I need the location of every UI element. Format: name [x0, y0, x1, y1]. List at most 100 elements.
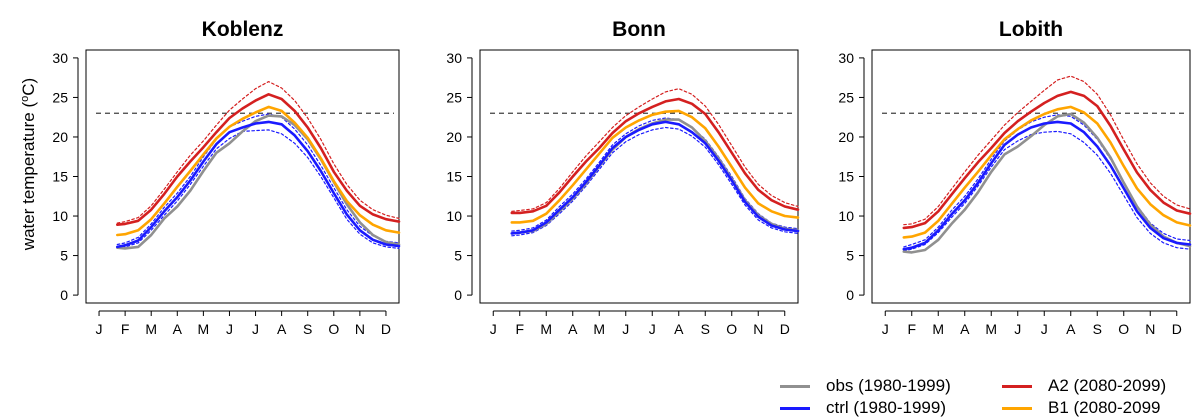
- x-tick-label-bonn: N: [753, 321, 763, 337]
- series-b1-koblenz: [116, 105, 401, 237]
- y-axis-label-prefix: water temperature (: [19, 102, 38, 252]
- x-tick-label-koblenz: F: [121, 321, 130, 337]
- y-tick-label-bonn: 10: [446, 208, 462, 224]
- y-tick-label-lobith: 15: [838, 169, 854, 185]
- y-tick-label-lobith: 25: [838, 89, 854, 105]
- y-tick-label-bonn: 30: [446, 50, 462, 66]
- series-b1-lobith: [902, 105, 1192, 239]
- x-tick-label-koblenz: A: [173, 321, 183, 337]
- x-tick-label-bonn: O: [726, 321, 737, 337]
- x-tick-label-lobith: S: [1093, 321, 1102, 337]
- x-tick-label-lobith: J: [1014, 321, 1021, 337]
- x-tick-label-lobith: J: [1041, 321, 1048, 337]
- series-a2-hi-lobith: [903, 75, 1191, 226]
- series-a2-lobith: [902, 90, 1192, 230]
- x-tick-label-lobith: M: [932, 321, 944, 337]
- y-tick-label-koblenz: 10: [52, 208, 68, 224]
- x-tick-label-bonn: J: [622, 321, 629, 337]
- x-tick-label-lobith: J: [882, 321, 889, 337]
- x-tick-label-bonn: M: [593, 321, 605, 337]
- x-tick-label-koblenz: M: [145, 321, 157, 337]
- legend-label-b1: B1 (2080-2099: [1048, 398, 1161, 417]
- x-tick-label-lobith: M: [985, 321, 997, 337]
- y-tick-label-koblenz: 30: [52, 50, 68, 66]
- y-tick-label-koblenz: 25: [52, 89, 68, 105]
- plot-frame-bonn: [479, 49, 799, 304]
- series-a2-bonn: [510, 97, 800, 215]
- legend-label-a2: A2 (2080-2099): [1048, 376, 1167, 395]
- x-tick-label-bonn: J: [490, 321, 497, 337]
- x-tick-label-koblenz: D: [381, 321, 391, 337]
- x-tick-label-bonn: F: [515, 321, 524, 337]
- y-tick-label-koblenz: 5: [60, 248, 68, 264]
- series-ctrl-lo-koblenz: [116, 129, 400, 249]
- x-tick-label-lobith: A: [1066, 321, 1076, 337]
- y-tick-label-koblenz: 0: [60, 287, 68, 303]
- y-tick-label-bonn: 20: [446, 129, 462, 145]
- y-axis-label-suffix: C): [19, 78, 38, 96]
- legend-item-a2: A2 (2080-2099): [1002, 376, 1166, 396]
- legend-swatch-b1: [1002, 406, 1032, 410]
- svg-text:water temperature (oC): water temperature (oC): [19, 78, 38, 251]
- x-tick-label-lobith: O: [1118, 321, 1129, 337]
- y-tick-label-bonn: 25: [446, 89, 462, 105]
- legend-swatch-a2: [1002, 384, 1032, 388]
- series-ctrl-lo-bonn: [511, 126, 799, 237]
- x-tick-label-lobith: A: [960, 321, 970, 337]
- plot-frame-koblenz: [85, 49, 400, 304]
- y-axis-label-superscript: o: [19, 96, 31, 102]
- plot-frame-lobith: [871, 49, 1191, 304]
- x-tick-label-bonn: A: [568, 321, 578, 337]
- panel-title-koblenz: Koblenz: [202, 18, 284, 41]
- legend-label-obs: obs (1980-1999): [826, 376, 951, 395]
- y-axis-label: water temperature (oC): [19, 78, 38, 251]
- series-b1-bonn: [510, 109, 800, 224]
- x-tick-label-bonn: A: [674, 321, 684, 337]
- y-tick-label-koblenz: 20: [52, 129, 68, 145]
- series-obs-lobith: [902, 112, 1192, 254]
- series-a2-hi-koblenz: [116, 81, 400, 224]
- y-tick-label-bonn: 15: [446, 169, 462, 185]
- x-tick-label-bonn: S: [701, 321, 710, 337]
- x-tick-label-lobith: F: [907, 321, 916, 337]
- x-tick-label-lobith: N: [1145, 321, 1155, 337]
- x-tick-label-koblenz: J: [252, 321, 259, 337]
- panel-title-lobith: Lobith: [999, 18, 1063, 41]
- panel-title-bonn: Bonn: [612, 18, 666, 41]
- series-ctrl-lobith: [902, 120, 1192, 251]
- x-tick-label-koblenz: N: [355, 321, 365, 337]
- y-tick-label-bonn: 5: [454, 248, 462, 264]
- legend-swatch-ctrl: [780, 406, 810, 410]
- y-tick-label-bonn: 0: [454, 287, 462, 303]
- x-tick-label-koblenz: O: [328, 321, 339, 337]
- x-tick-label-lobith: D: [1172, 321, 1182, 337]
- y-tick-label-lobith: 10: [838, 208, 854, 224]
- x-tick-label-bonn: J: [649, 321, 656, 337]
- legend-item-b1: B1 (2080-2099: [1002, 398, 1160, 418]
- y-tick-label-koblenz: 15: [52, 169, 68, 185]
- x-tick-label-koblenz: J: [226, 321, 233, 337]
- legend: obs (1980-1999) A2 (2080-2099) ctrl (198…: [780, 376, 1199, 419]
- series-a2-hi-bonn: [511, 88, 799, 212]
- series-ctrl-hi-lobith: [903, 114, 1191, 248]
- x-tick-label-koblenz: A: [277, 321, 287, 337]
- y-tick-label-lobith: 20: [838, 129, 854, 145]
- y-tick-label-lobith: 30: [838, 50, 854, 66]
- legend-item-obs: obs (1980-1999): [780, 376, 951, 396]
- legend-label-ctrl: ctrl (1980-1999): [826, 398, 947, 417]
- series-ctrl-lo-lobith: [903, 130, 1191, 252]
- x-tick-label-koblenz: S: [303, 321, 312, 337]
- y-tick-label-lobith: 0: [846, 287, 854, 303]
- legend-swatch-obs: [780, 384, 810, 388]
- x-tick-label-koblenz: M: [198, 321, 210, 337]
- y-tick-label-lobith: 5: [846, 248, 854, 264]
- series-ctrl-hi-koblenz: [116, 113, 400, 246]
- series-ctrl-bonn: [510, 120, 800, 235]
- x-tick-label-bonn: M: [540, 321, 552, 337]
- x-tick-label-bonn: D: [780, 321, 790, 337]
